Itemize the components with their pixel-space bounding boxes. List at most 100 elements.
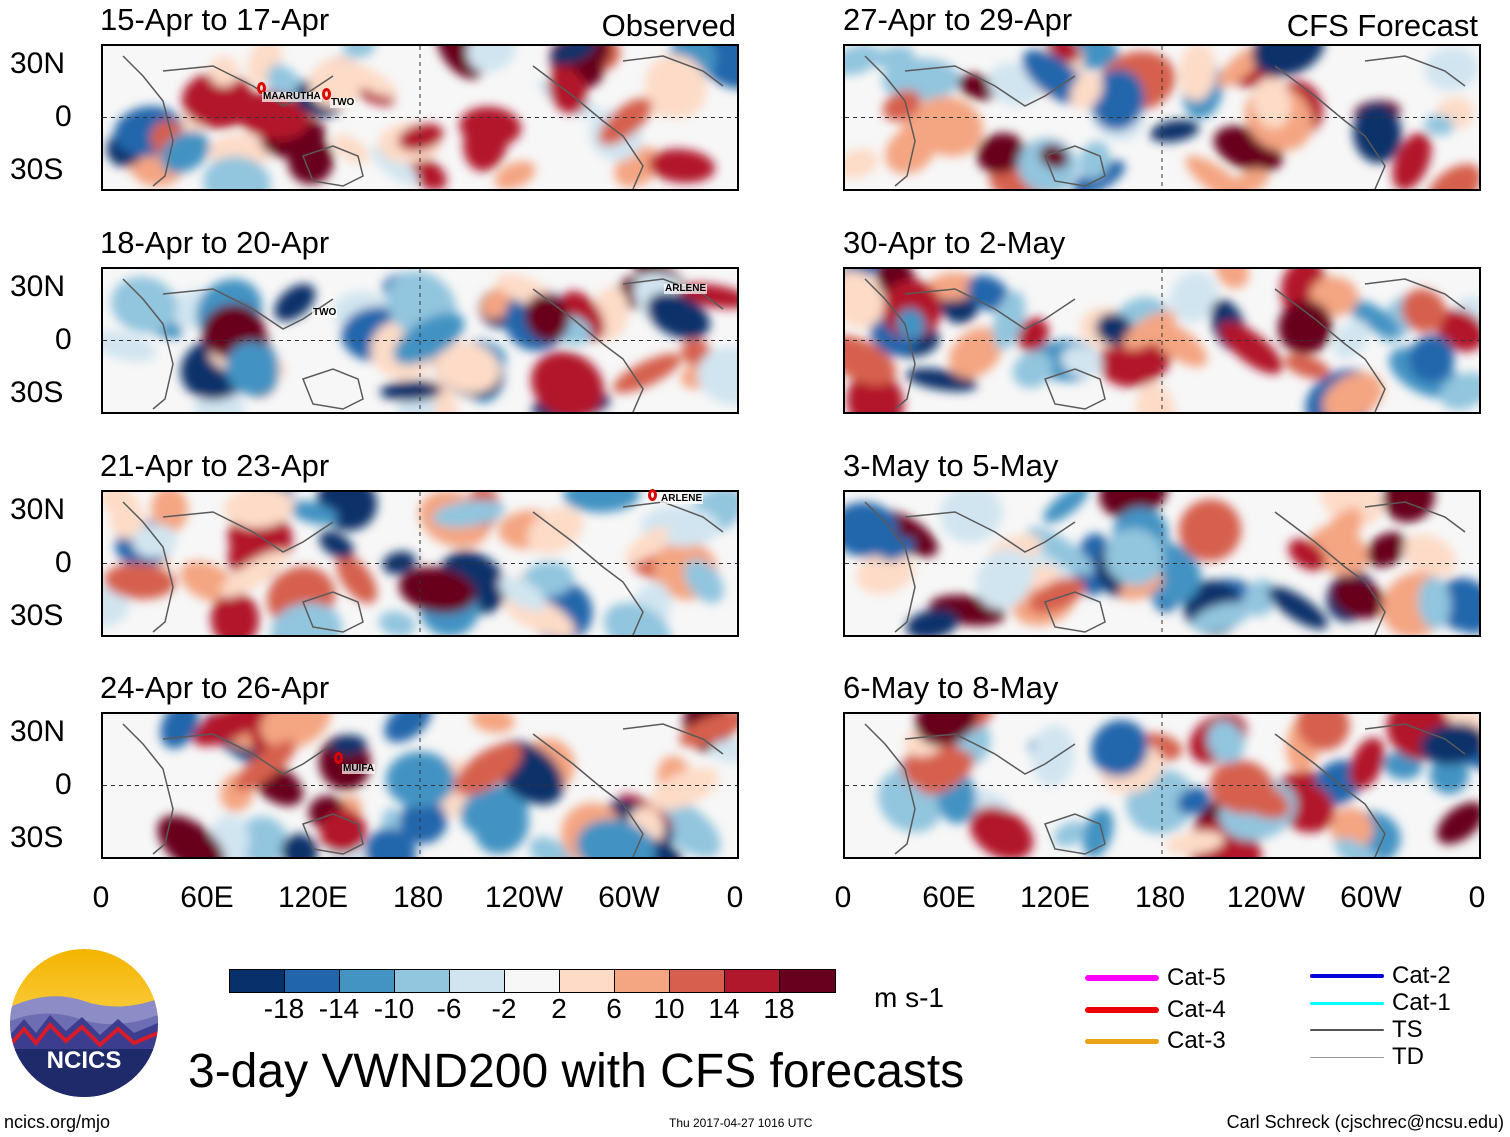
legend-line [1085, 1038, 1159, 1044]
anomaly-blob [223, 492, 295, 529]
anomaly-blob [697, 46, 737, 89]
storm-marker [648, 489, 657, 501]
legend-line [1310, 974, 1384, 978]
anomaly-blob [1061, 346, 1103, 377]
anomaly-blob [192, 714, 267, 746]
anomaly-blob [1296, 714, 1350, 751]
anomaly-blob [563, 492, 640, 513]
anomaly-blob [1091, 69, 1145, 131]
anomaly-blob [1436, 802, 1479, 845]
anomaly-blob [151, 492, 189, 533]
anomaly-blob [103, 331, 157, 362]
anomaly-blob [235, 92, 310, 140]
legend-line [1310, 1056, 1384, 1058]
anomaly-blob [551, 46, 597, 64]
anomaly-blob [236, 816, 289, 857]
colorbar-label: 10 [653, 993, 685, 1024]
anomaly-blob [393, 312, 465, 365]
colorbar-label: 2 [551, 993, 567, 1024]
legend-item-cat4: Cat-4 [1085, 998, 1226, 1022]
anomaly-blob [1053, 821, 1088, 847]
anomaly-blob [398, 567, 476, 614]
anomaly-blob [1031, 724, 1075, 787]
lat-label: 0 [55, 768, 72, 801]
anomaly-blob [434, 341, 501, 394]
anomaly-blob [1403, 534, 1457, 578]
anomaly-blob [1429, 755, 1469, 795]
legend-line [1085, 1007, 1159, 1013]
forecast-label: CFS Forecast [1286, 8, 1478, 43]
lon-label: 0 [726, 881, 744, 914]
panel-title: 30-Apr to 2-May [843, 225, 1066, 260]
colorbar-label: 18 [763, 993, 795, 1024]
anomaly-blob [624, 526, 670, 565]
lon-label: 60W [598, 881, 660, 914]
anomaly-blob [1392, 132, 1432, 189]
anomaly-blob [132, 524, 178, 558]
colorbar-swatch [560, 970, 615, 992]
anomaly-blob [319, 530, 354, 559]
anomaly-blob [1099, 492, 1168, 520]
anomaly-blob [203, 156, 271, 189]
anomaly-blob [1284, 354, 1330, 379]
panel-title: 15-Apr to 17-Apr [100, 2, 330, 37]
anomaly-blob [370, 145, 419, 186]
coastline [122, 723, 724, 857]
anomaly-blob [598, 97, 653, 146]
anomaly-field [845, 46, 1479, 189]
anomaly-blob [281, 833, 319, 857]
storm-label: ARLENE [664, 283, 708, 294]
anomaly-blob [399, 799, 448, 844]
anomaly-blob [1322, 372, 1384, 412]
anomaly-blob [1267, 586, 1328, 630]
anomaly-blob [104, 562, 176, 600]
anomaly-blob [603, 602, 671, 635]
anomaly-blob [1177, 787, 1211, 815]
storm-label: TWO [330, 97, 356, 108]
anomaly-blob [460, 785, 529, 837]
anomaly-blob [845, 335, 897, 386]
anomaly-blob [1136, 382, 1176, 412]
anomaly-blob [332, 134, 370, 164]
anomaly-blob [1418, 576, 1451, 630]
footer-credit: Carl Schreck (cjschrec@ncsu.edu) [1226, 1112, 1504, 1132]
anomaly-blob [1424, 46, 1479, 91]
anomaly-blob [342, 46, 376, 59]
anomaly-field [106, 46, 737, 189]
anomaly-blob [1288, 538, 1326, 571]
panel-title: 21-Apr to 23-Apr [100, 448, 330, 483]
legend-item-cat1: Cat-1 [1310, 991, 1451, 1015]
legend-label: Cat-4 [1167, 996, 1226, 1023]
anomaly-blob [157, 815, 226, 857]
anomaly-blob [1178, 46, 1217, 102]
anomaly-blob [612, 353, 682, 393]
anomaly-blob [906, 609, 959, 635]
lon-label: 0 [1468, 881, 1486, 914]
anomaly-blob [329, 734, 367, 756]
lat-label: 30N [10, 715, 66, 748]
legend-item-ts: TS [1310, 1018, 1423, 1042]
coastline [864, 55, 1466, 189]
legend-line [1310, 1029, 1384, 1031]
anomaly-blob [382, 551, 417, 575]
storm-label: MUIFA [342, 763, 376, 774]
map-panel-observed-3 [101, 490, 739, 637]
anomaly-blob [1426, 164, 1479, 189]
lon-label: 0 [834, 881, 852, 914]
lat-label: 30N [10, 270, 66, 303]
anomaly-blob [882, 89, 922, 122]
colorbar-swatch [340, 970, 395, 992]
anomaly-blob [454, 742, 523, 796]
lat-label: 30S [10, 376, 64, 409]
footer-timestamp: Thu 2017-04-27 1016 UTC [669, 1116, 813, 1130]
anomaly-blob [846, 370, 904, 412]
anomaly-blob [1144, 318, 1208, 367]
anomaly-blob [466, 46, 517, 73]
anomaly-blob [531, 351, 604, 412]
footer-url: ncics.org/mjo [4, 1112, 111, 1132]
anomaly-blob [319, 809, 367, 854]
coastline [864, 278, 1466, 412]
storm-marker [322, 88, 331, 100]
anomaly-blob [919, 751, 974, 795]
lon-label: 120E [277, 881, 349, 914]
